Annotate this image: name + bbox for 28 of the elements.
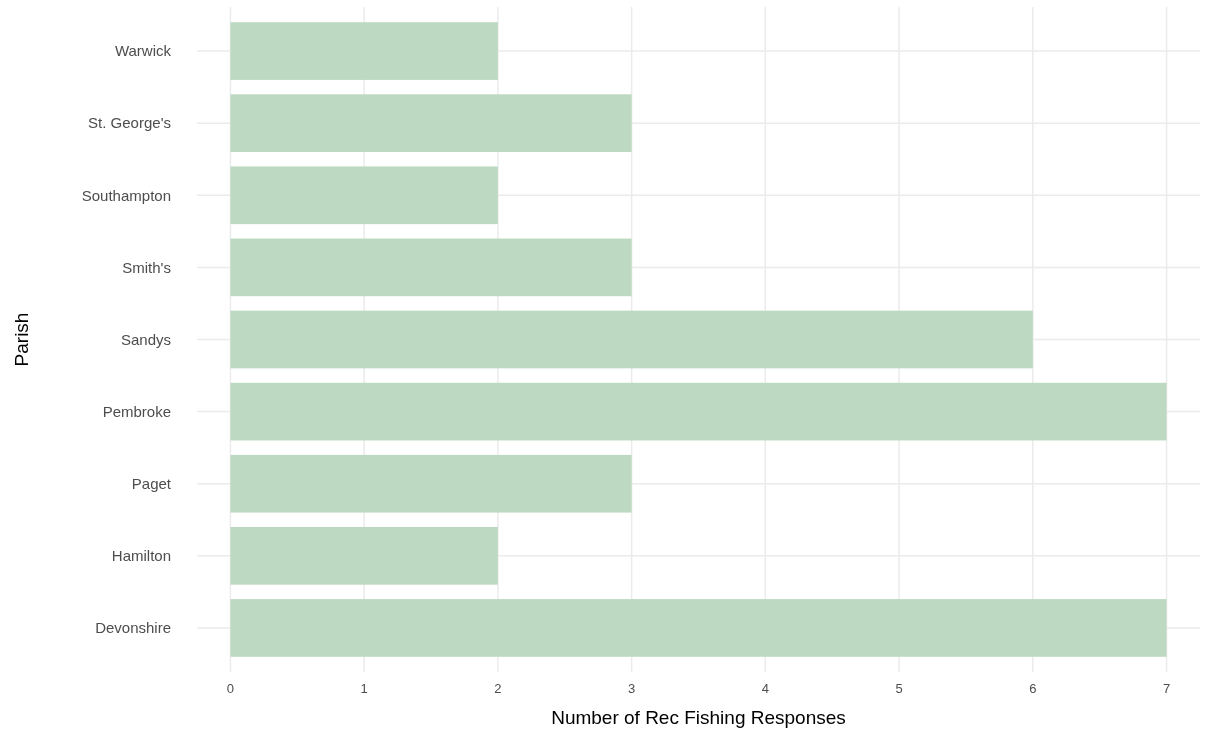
y-tick-label: Paget [131,474,172,492]
y-tick-label: Pembroke [102,402,171,420]
bar [230,382,1167,441]
x-tick-label: 0 [226,681,235,696]
y-tick-label: Sandys [120,330,171,348]
x-tick-label: 4 [761,681,769,696]
y-axis-title: Parish [11,312,32,367]
bar [230,310,1033,369]
y-tick-label: Southampton [81,186,171,204]
x-tick-label: 5 [895,681,903,696]
bar [230,94,632,153]
x-tick-label: 3 [628,681,636,696]
bar [230,526,498,585]
bar [230,599,1167,657]
bar [230,22,498,80]
y-tick-label: St. George's [88,114,171,132]
x-tick-label: 6 [1029,681,1037,696]
x-tick-label: 1 [360,681,368,696]
bar [230,238,632,297]
y-tick-label: Hamilton [111,547,171,565]
y-tick-label: Devonshire [95,619,171,637]
x-tick-label: 2 [494,681,502,696]
bar [230,166,498,225]
bar [230,454,632,513]
x-axis-title: Number of Rec Fishing Responses [551,707,846,728]
y-tick-label: Warwick [114,42,172,60]
y-tick-label: Smith's [122,258,171,276]
x-tick-label: 7 [1162,681,1171,696]
